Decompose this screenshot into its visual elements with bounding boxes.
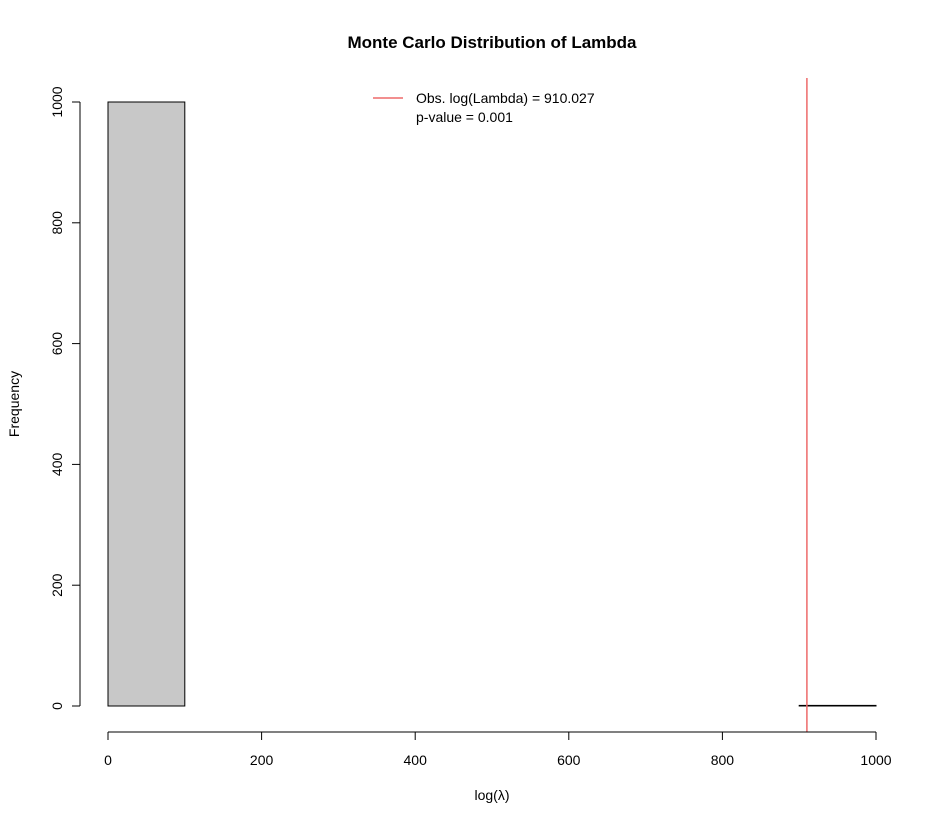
y-tick-label: 400 <box>49 453 65 477</box>
chart-title: Monte Carlo Distribution of Lambda <box>348 33 638 52</box>
x-tick-label: 600 <box>557 752 581 768</box>
bars-layer <box>107 101 877 707</box>
y-tick-label: 800 <box>49 211 65 235</box>
x-tick-label: 1000 <box>860 752 891 768</box>
legend-entry-observed: Obs. log(Lambda) = 910.027 <box>416 90 595 106</box>
y-tick-label: 0 <box>49 702 65 710</box>
histogram-bar <box>798 704 877 707</box>
y-tick-label: 200 <box>49 573 65 597</box>
legend-entry-pvalue: p-value = 0.001 <box>416 109 513 125</box>
y-axis: 0 200 400 600 800 1000 <box>49 86 81 710</box>
y-axis-label: Frequency <box>6 371 22 437</box>
legend: Obs. log(Lambda) = 910.027 p-value = 0.0… <box>373 90 595 125</box>
histogram-bar <box>107 101 186 707</box>
x-tick-label: 400 <box>404 752 428 768</box>
y-tick-label: 600 <box>49 332 65 356</box>
x-tick-label: 200 <box>250 752 274 768</box>
x-tick-label: 0 <box>104 752 112 768</box>
y-tick-label: 1000 <box>49 86 65 117</box>
x-axis-label: log(λ) <box>474 787 509 803</box>
x-axis: 0 200 400 600 800 1000 <box>104 731 892 768</box>
x-tick-label: 800 <box>711 752 735 768</box>
